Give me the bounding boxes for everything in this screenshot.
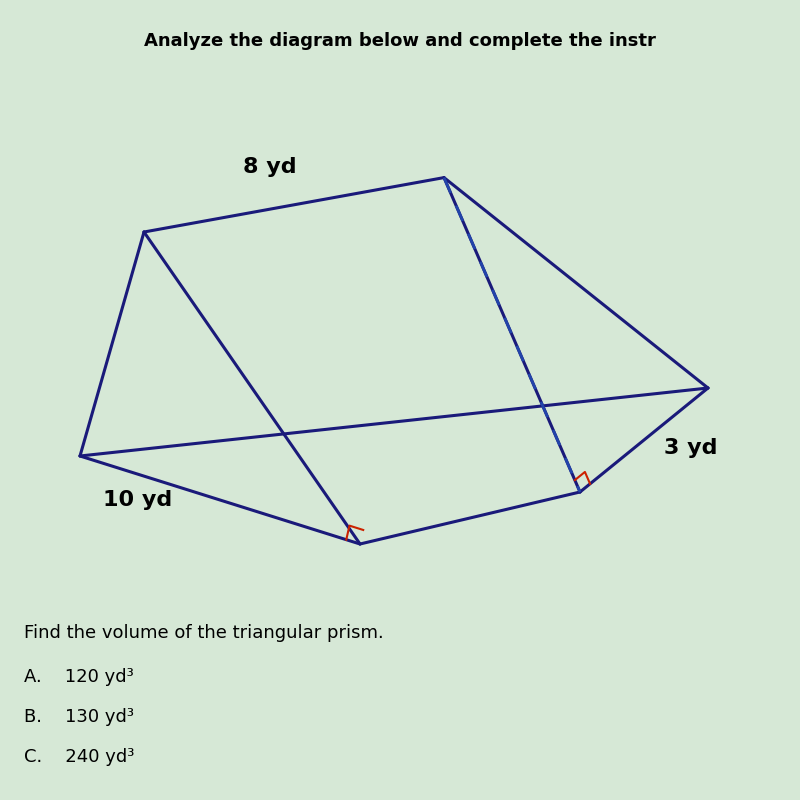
Text: Analyze the diagram below and complete the instr: Analyze the diagram below and complete t…: [144, 32, 656, 50]
Text: 3 yd: 3 yd: [664, 438, 718, 458]
Text: A.    120 yd³: A. 120 yd³: [24, 668, 134, 686]
Text: 8 yd: 8 yd: [243, 157, 297, 177]
Text: B.    130 yd³: B. 130 yd³: [24, 708, 134, 726]
Text: 10 yd: 10 yd: [102, 490, 172, 510]
Text: Find the volume of the triangular prism.: Find the volume of the triangular prism.: [24, 624, 384, 642]
Text: C.    240 yd³: C. 240 yd³: [24, 748, 134, 766]
